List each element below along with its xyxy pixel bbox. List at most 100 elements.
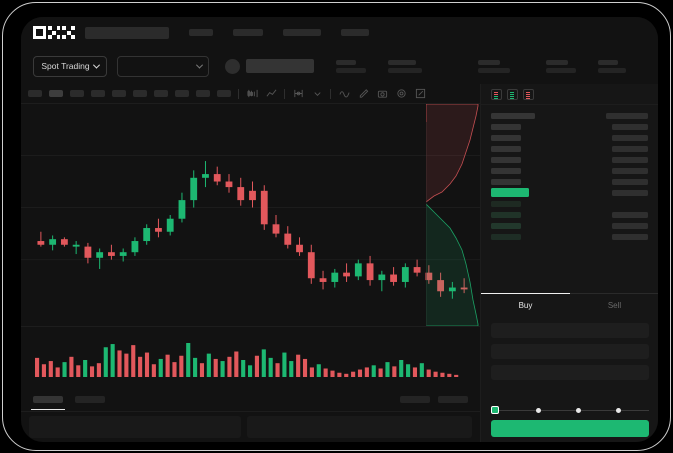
timeframe-button-6[interactable] [133,90,147,97]
orderbook-row[interactable] [481,143,658,154]
amount-percent-slider[interactable] [491,405,649,415]
bottom-panel-right[interactable] [247,416,472,438]
orderbook-mode-asks-only-icon[interactable] [523,88,534,100]
stat-value [336,67,366,73]
tab-buy[interactable]: Buy [481,292,570,317]
app-window: Spot Trading [21,17,658,442]
volume-svg [35,343,459,377]
bottom-panel-left[interactable] [29,416,241,438]
volume-bar-chart[interactable] [21,326,480,388]
order-total-field[interactable] [491,365,649,380]
chevron-down-icon [195,61,204,69]
settings-gear-icon[interactable] [396,88,407,99]
orderbook-row[interactable] [481,165,658,176]
orderbook-row[interactable] [481,110,658,121]
stat-label [546,59,568,65]
chevron-down-icon[interactable] [312,88,323,99]
toolbar-divider [330,88,331,99]
orderbook-row[interactable] [481,132,658,143]
search-input[interactable] [85,26,169,39]
orders-action-2[interactable] [438,396,468,403]
orderbook-cell-right [612,168,648,174]
tab-sell-label: Sell [607,301,622,310]
orderbook-last-price-row[interactable] [481,187,658,198]
chart-toolbar [21,84,480,104]
bottom-panels [21,412,480,442]
orderbook-mode-bids-only-icon[interactable] [507,88,518,100]
orderbook-cell-left [491,135,521,141]
orders-tab-bar [21,388,480,412]
fullscreen-icon[interactable] [415,88,426,99]
logo-letter-o [33,26,46,39]
orderbook-cell-left [491,168,521,174]
stat-label [336,59,356,65]
line-chart-icon[interactable] [266,88,277,99]
stat-label [478,59,500,65]
orderbook-rows[interactable] [481,105,658,242]
submit-buy-order-button[interactable] [491,420,649,437]
wave-icon[interactable] [339,88,350,99]
orderbook-cell-left [491,113,535,119]
slider-stop-50[interactable] [576,407,581,413]
orderbook-mode-both-icon[interactable] [491,88,502,100]
orderbook-row[interactable] [481,231,658,242]
price-candlestick-chart[interactable] [21,104,480,326]
stat-label [388,59,416,65]
slider-stop-25[interactable] [536,407,541,413]
orderbook-cell-right [612,179,648,185]
orderbook-row[interactable] [481,209,658,220]
drawing-pencil-icon[interactable] [358,88,369,99]
trading-mode-select[interactable]: Spot Trading [33,55,107,77]
market-stat-1 [336,59,366,73]
orderbook-row[interactable] [481,176,658,187]
orderbook-trade-panel: Buy Sell [480,84,658,442]
timeframe-button-7[interactable] [154,90,168,97]
orderbook-cell-left [491,188,529,197]
tab-sell[interactable]: Sell [570,294,658,317]
nav-link-4[interactable] [341,29,369,36]
timeframe-button-3[interactable] [70,90,84,97]
timeframe-button-1[interactable] [28,90,42,97]
top-navigation-bar [21,17,658,48]
toolbar-divider [284,88,285,99]
nav-link-2[interactable] [233,29,263,36]
orderbook-cell-left [491,124,521,130]
tab-order-history[interactable] [75,396,105,403]
indicators-icon[interactable] [293,88,304,99]
timeframe-button-4[interactable] [91,90,105,97]
candlestick-icon[interactable] [247,88,258,99]
orderbook-row[interactable] [481,198,658,209]
order-price-field[interactable] [491,323,649,338]
okx-logo[interactable] [33,26,75,39]
orderbook-row[interactable] [481,121,658,132]
orderbook-display-modes [481,84,658,105]
order-amount-field[interactable] [491,344,649,359]
candles-svg [21,154,480,299]
tab-open-orders[interactable] [31,396,65,411]
orders-action-1[interactable] [400,396,430,403]
orderbook-cell-right [612,157,648,163]
orderbook-cell-left [491,212,521,218]
orderbook-row[interactable] [481,154,658,165]
orderbook-row[interactable] [481,220,658,231]
nav-link-3[interactable] [283,29,321,36]
orderbook-cell-right [612,146,648,152]
timeframe-button-8[interactable] [175,90,189,97]
slider-stop-75[interactable] [616,407,621,413]
nav-link-1[interactable] [189,29,213,36]
timeframe-button-5[interactable] [112,90,126,97]
stat-value [546,67,576,73]
orderbook-cell-right [612,190,648,196]
pair-select[interactable] [117,55,209,77]
timeframe-button-2[interactable] [49,90,63,97]
orderbook-cell-right [612,212,648,218]
timeframe-button-9[interactable] [196,90,210,97]
slider-knob[interactable] [491,406,499,414]
camera-icon[interactable] [377,88,388,99]
trading-mode-label: Spot Trading [41,61,90,71]
orderbook-cell-left [491,234,521,240]
slider-track [494,409,649,411]
logo-letter-k [47,26,61,39]
timeframe-button-10[interactable] [217,90,231,97]
